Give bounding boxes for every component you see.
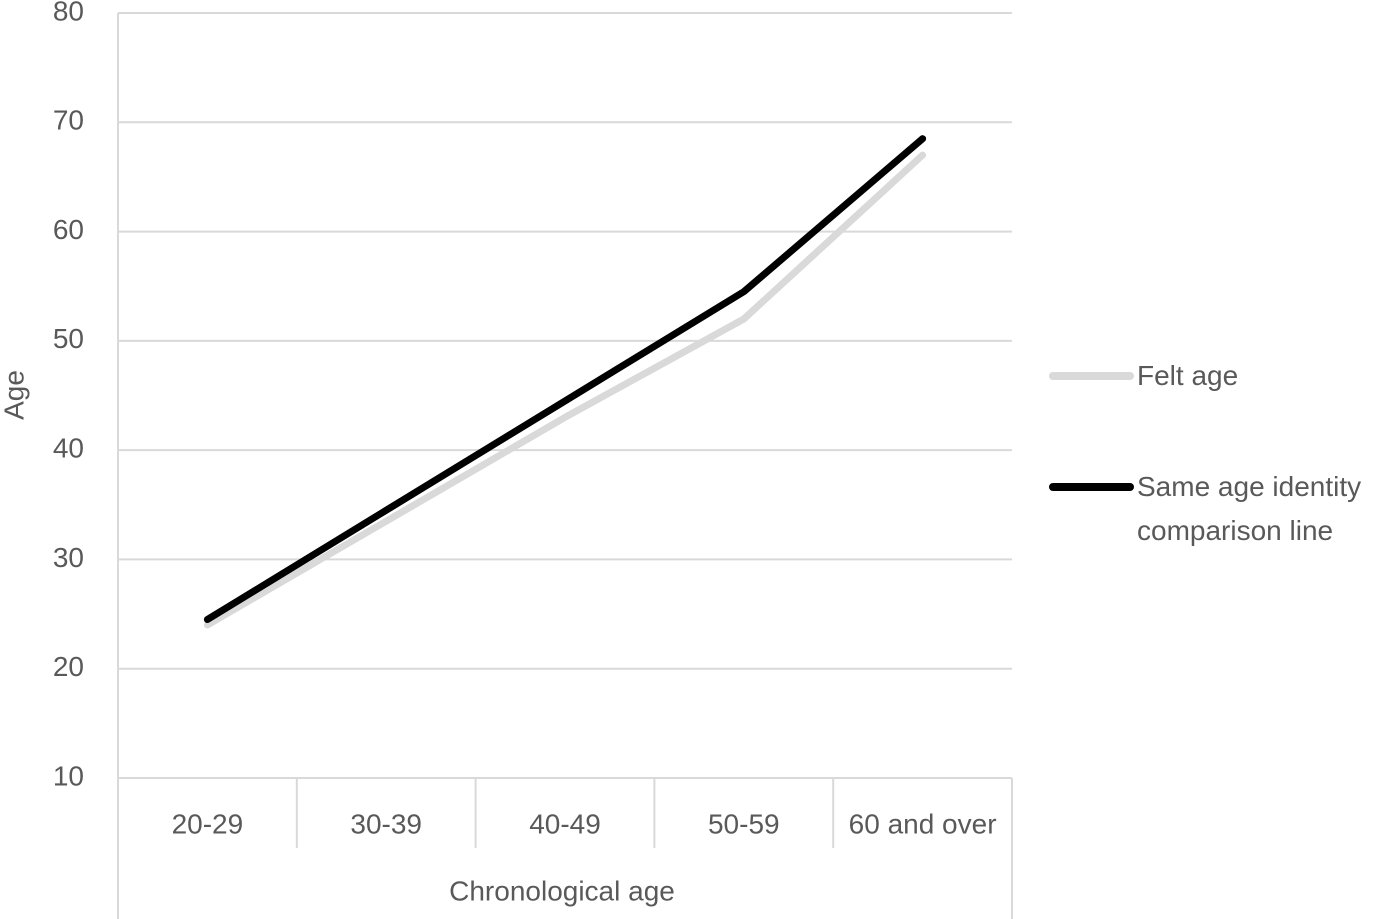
y-tick-label: 70: [53, 105, 84, 136]
series-line: [203, 151, 927, 629]
y-axis-title: Age: [0, 370, 29, 420]
legend-label: Same age identity comparison line: [1137, 471, 1362, 546]
y-tick-label: 60: [53, 214, 84, 245]
y-tick-label: 50: [53, 323, 84, 354]
x-tick-label: 30-39: [350, 808, 422, 839]
legend-entry: Felt age: [1137, 360, 1239, 391]
y-tick-label: 30: [53, 542, 84, 573]
legend-entry: Same age identity comparison line: [1137, 471, 1362, 546]
x-tick-label: 60 and over: [849, 808, 997, 839]
y-tick-label: 40: [53, 433, 84, 464]
y-tick-label: 20: [53, 651, 84, 682]
x-axis-title: Chronological age: [449, 875, 675, 906]
y-tick-label: 80: [53, 0, 84, 26]
x-tick-label: 20-29: [172, 808, 244, 839]
y-tick-label: 10: [53, 760, 84, 791]
legend-label: Felt age: [1137, 360, 1239, 391]
series-line: [203, 135, 927, 624]
x-tick-label: 50-59: [708, 808, 780, 839]
x-tick-label: 40-49: [529, 808, 601, 839]
